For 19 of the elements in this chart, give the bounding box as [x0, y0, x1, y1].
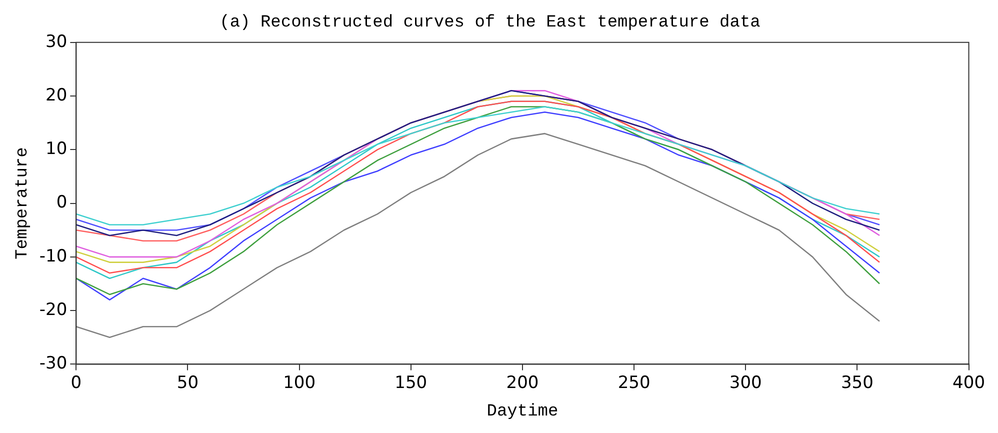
- y-tick-label: -30: [39, 354, 68, 374]
- x-tick-label: 250: [618, 372, 650, 393]
- x-tick-label: 0: [70, 372, 82, 393]
- x-tick-label: 400: [952, 372, 986, 393]
- x-tick-label: 150: [394, 372, 428, 393]
- y-tick-label: -20: [39, 300, 68, 320]
- x-axis-title: Daytime: [486, 402, 558, 422]
- y-tick-label: 30: [46, 32, 68, 52]
- x-tick-label: 200: [506, 372, 539, 393]
- y-tick-label: 0: [56, 192, 68, 213]
- y-tick-label: -10: [39, 246, 68, 266]
- x-tick-label: 350: [840, 372, 874, 393]
- y-tick-label: 20: [46, 85, 68, 106]
- y-tick-label: 10: [46, 139, 68, 160]
- x-tick-label: 50: [176, 372, 199, 393]
- y-axis-title: Temperature: [14, 147, 33, 260]
- chart-title: (a) Reconstructed curves of the East temperature data: [220, 14, 760, 33]
- x-tick-label: 300: [729, 372, 762, 393]
- x-tick-label: 100: [283, 372, 316, 393]
